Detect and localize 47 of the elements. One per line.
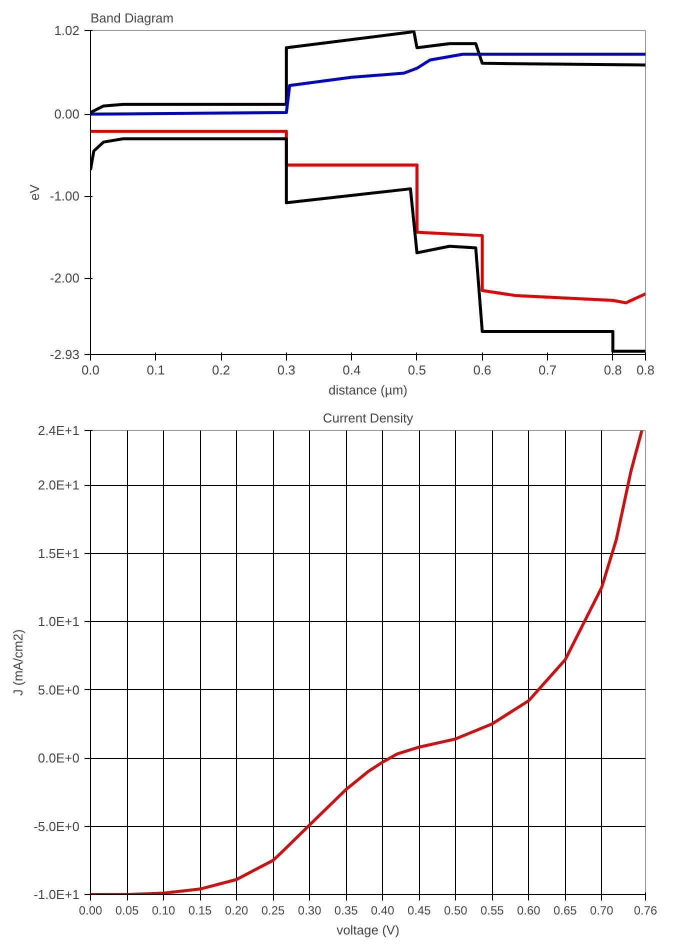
x-tick-label: 0.8	[636, 362, 655, 378]
y-tick-label: -1.00	[50, 188, 80, 204]
x-tick-label: 0.35	[334, 904, 358, 918]
y-tick-label: -1.0E+1	[34, 887, 80, 902]
x-tick-label: 0.40	[370, 904, 395, 918]
x-tick-label: 0.00	[78, 904, 103, 918]
y-axis-title: eV	[26, 184, 42, 200]
x-tick-label: 0.5	[408, 362, 426, 378]
x-tick-label: 0.45	[407, 904, 432, 918]
x-tick-label: 0.2	[212, 362, 230, 378]
x-tick-label: 0.1	[146, 362, 165, 378]
x-tick-label: 0.8	[604, 362, 622, 378]
y-tick-label: -2.00	[50, 270, 80, 286]
y-tick-label: 2.4E+1	[38, 423, 80, 438]
chart-title: Band Diagram	[90, 10, 174, 26]
x-tick-label: 0.05	[115, 904, 140, 918]
x-tick-label: 0.4	[342, 362, 361, 378]
y-tick-label: 1.0E+1	[38, 614, 80, 630]
x-axis-title: voltage (V)	[336, 922, 400, 938]
x-tick-label: 0.7	[538, 362, 557, 378]
x-axis-title: distance (µm)	[328, 382, 408, 398]
x-tick-label: 0.0	[81, 362, 100, 378]
x-tick-label: 0.50	[444, 904, 468, 918]
x-tick-label: 0.15	[188, 904, 212, 918]
x-tick-label: 0.25	[261, 904, 286, 918]
y-tick-label: 1.02	[54, 23, 80, 38]
y-tick-label: 2.0E+1	[38, 478, 80, 493]
x-tick-label: 0.70	[590, 904, 614, 918]
x-tick-label: 0.55	[480, 904, 504, 918]
line-series	[90, 130, 646, 304]
x-tick-label: 0.3	[277, 362, 296, 378]
line-series	[90, 52, 646, 116]
y-axis-title: J (mA/cm2)	[10, 629, 26, 696]
y-tick-label: 0.00	[54, 106, 80, 122]
x-tick-label: 0.10	[152, 904, 176, 918]
y-tick-label: 1.5E+1	[38, 546, 80, 561]
chart-title: Current Density	[322, 410, 414, 426]
x-tick-label: 0.30	[298, 904, 322, 918]
y-tick-label: 0.0E+0	[38, 750, 80, 766]
x-tick-label: 0.76	[634, 904, 658, 918]
x-tick-label: 0.6	[473, 362, 492, 378]
y-tick-label: -2.93	[50, 347, 80, 362]
x-tick-label: 0.20	[224, 904, 249, 918]
y-tick-label: 5.0E+0	[38, 682, 80, 698]
x-tick-label: 0.65	[553, 904, 578, 918]
y-tick-label: -5.0E+0	[34, 818, 80, 834]
x-tick-label: 0.60	[516, 904, 541, 918]
